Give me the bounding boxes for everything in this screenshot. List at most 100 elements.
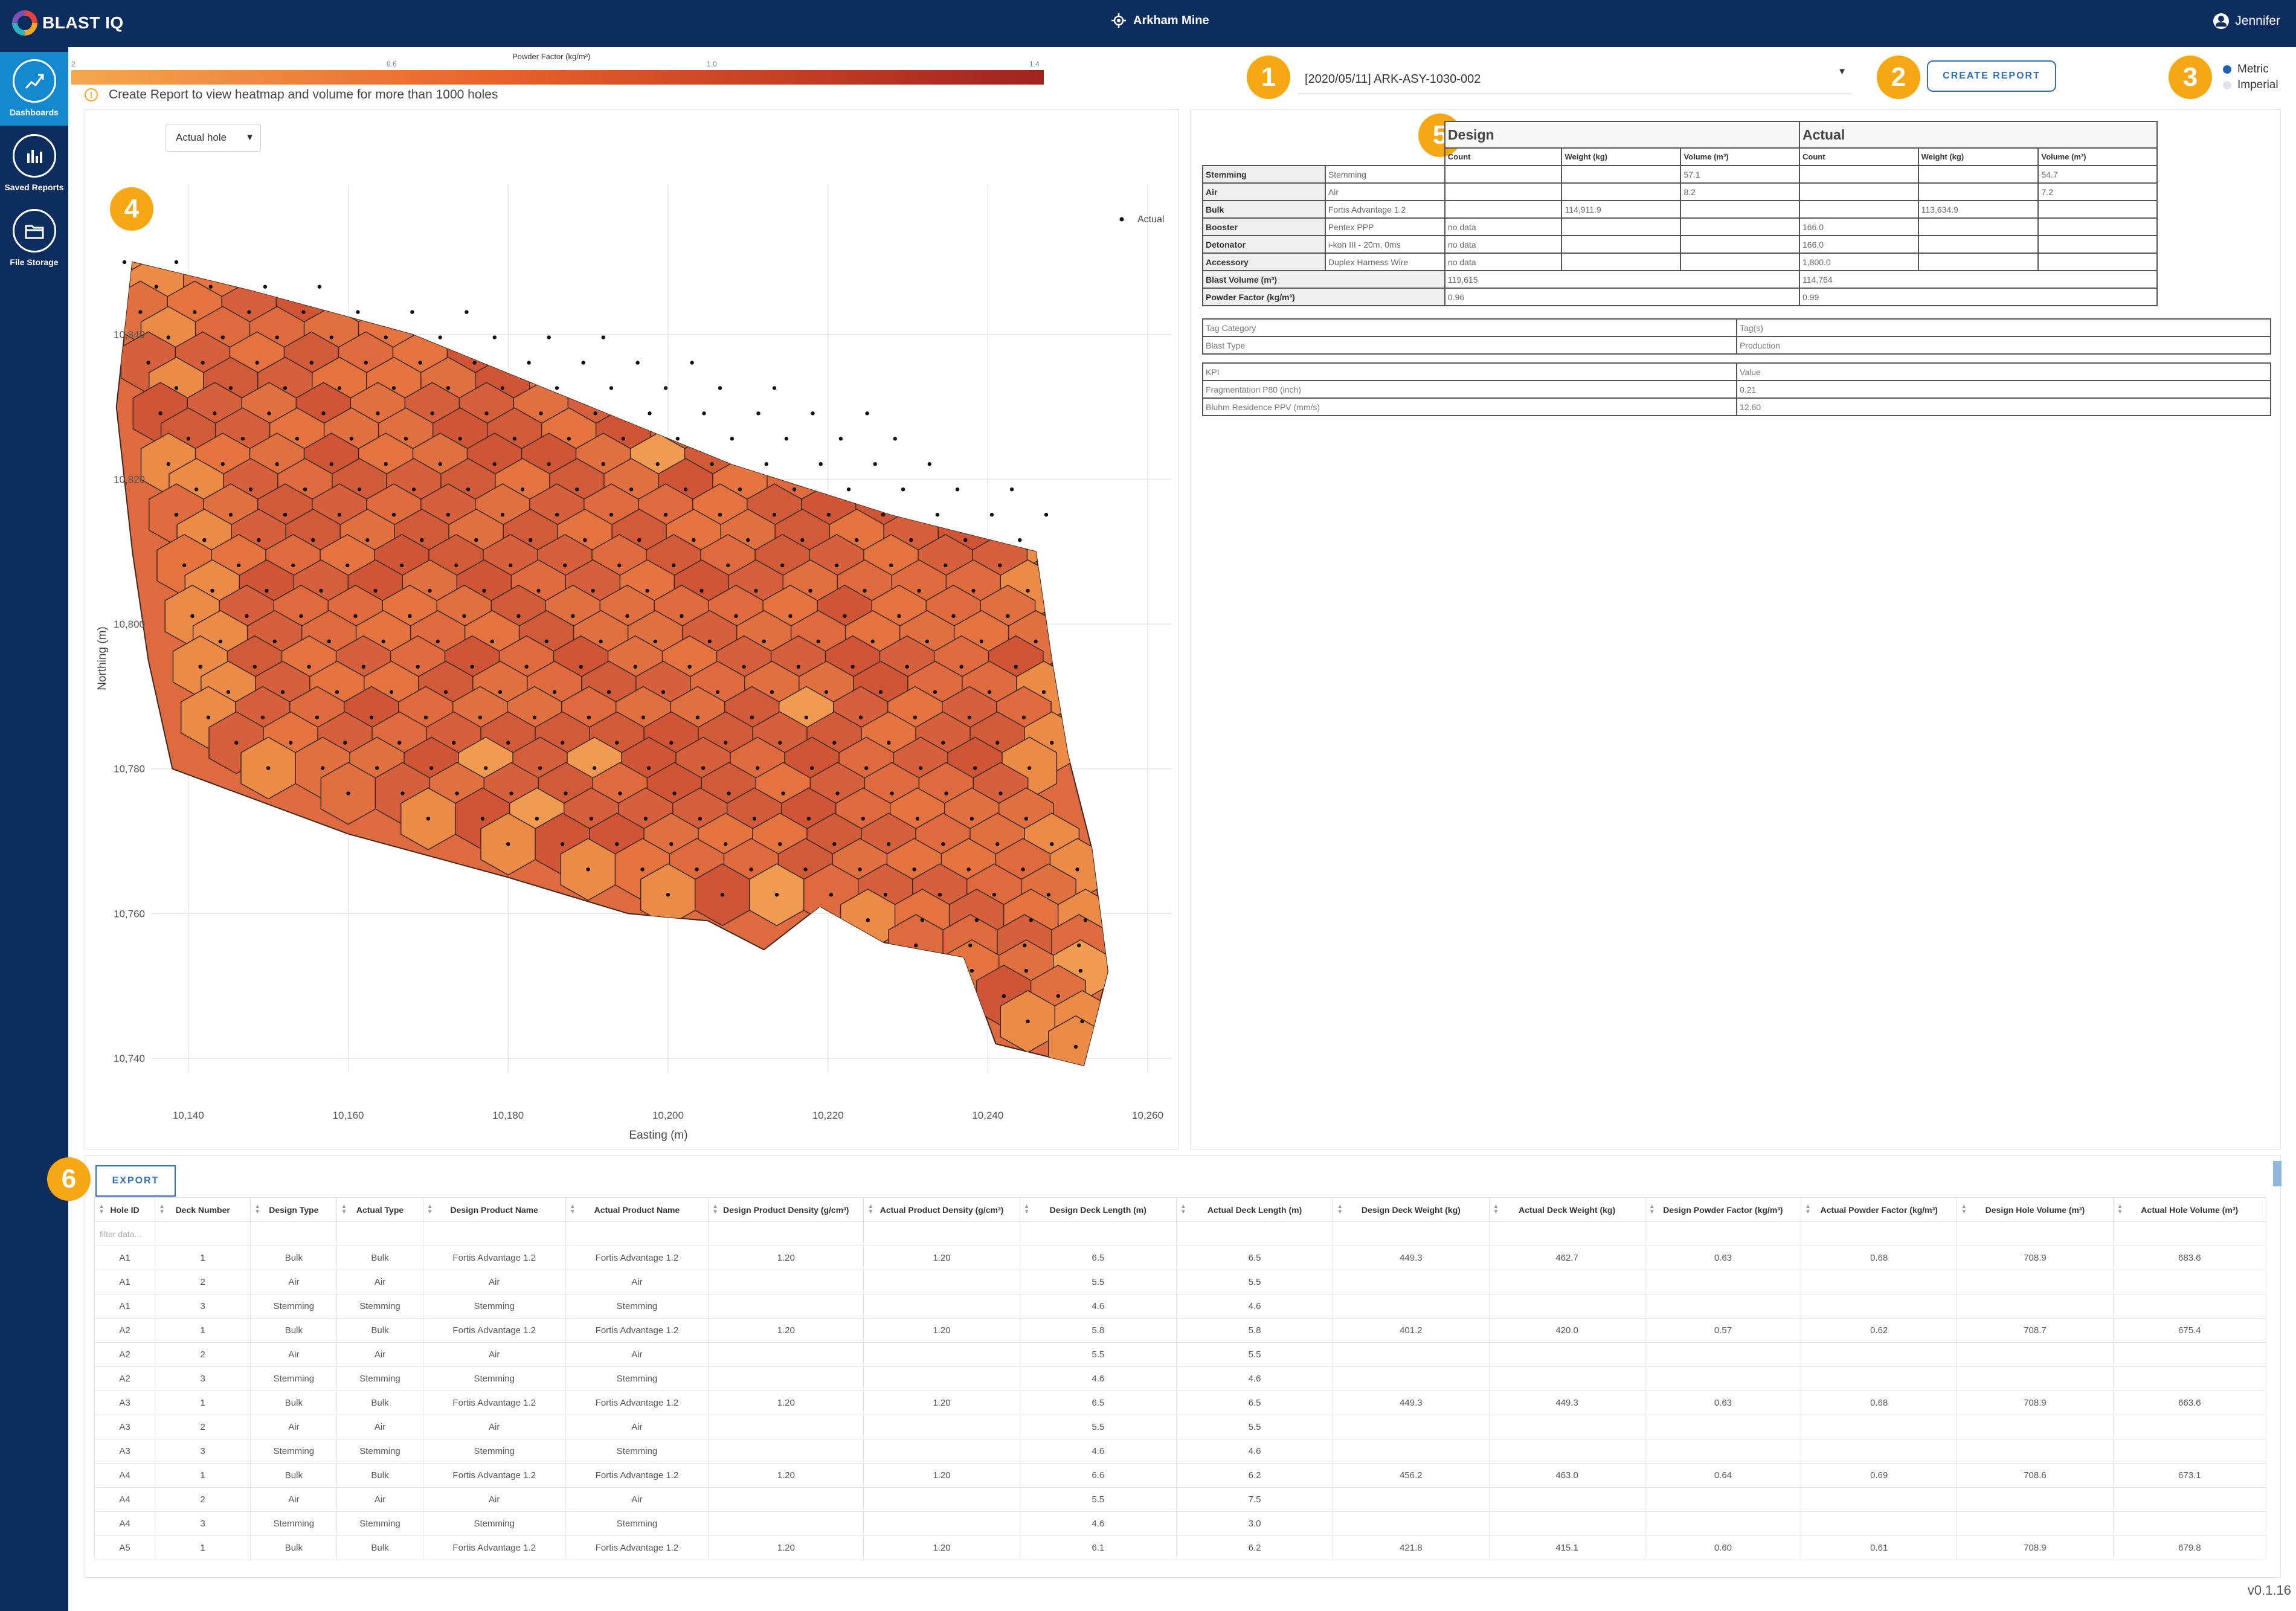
hole-point[interactable] [529,538,533,542]
hole-point[interactable] [218,639,222,644]
hole-point[interactable] [720,893,725,897]
hole-point[interactable] [470,664,474,669]
table-row[interactable]: A3 1 Bulk Bulk Fortis Advantage 1.2 Fortis Ad… [94,1391,2267,1415]
hole-point[interactable] [1077,943,1081,948]
hole-point[interactable] [989,512,994,517]
hole-point[interactable] [376,411,380,416]
hole-point[interactable] [640,867,645,872]
hole-point[interactable] [309,361,314,365]
hole-point[interactable] [591,588,595,593]
hole-point[interactable] [186,437,191,441]
hole-point[interactable] [937,893,942,897]
hole-point[interactable] [970,817,974,821]
hole-point[interactable] [272,639,277,644]
hole-point[interactable] [182,563,187,568]
hole-point[interactable] [806,817,811,821]
hole-point[interactable] [563,563,567,568]
hole-type-select[interactable]: Actual hole ▼ [166,124,261,152]
hole-point[interactable] [1006,614,1010,619]
hole-point[interactable] [509,563,513,568]
hole-point[interactable] [581,361,585,365]
hole-point[interactable] [1014,664,1018,669]
hole-point[interactable] [646,766,651,770]
column-header[interactable]: ▲ ▼ Design Deck Length (m) [1019,1197,1177,1222]
hole-point[interactable] [404,437,408,441]
hole-point[interactable] [1026,1019,1030,1024]
hole-point[interactable] [375,766,379,770]
hole-point[interactable] [863,588,867,593]
table-row[interactable]: A1 2 Air Air Air Air 5.5 5.5 [94,1270,2267,1294]
sort-icon[interactable]: ▲ ▼ [712,1203,718,1215]
column-header[interactable]: ▲ ▼ Design Product Name [422,1197,566,1222]
hole-point[interactable] [369,715,374,719]
hole-point[interactable] [788,614,793,619]
hole-point[interactable] [373,588,378,593]
hole-point[interactable] [166,462,170,466]
column-header[interactable]: ▲ ▼ Hole ID [94,1197,156,1222]
hole-point[interactable] [265,588,269,593]
hole-point[interactable] [645,588,649,593]
hole-point[interactable] [808,588,812,593]
hole-point[interactable] [311,538,315,542]
hole-point[interactable] [283,386,288,390]
hole-point[interactable] [319,588,323,593]
hole-point[interactable] [213,411,217,416]
hole-point[interactable] [818,462,823,466]
hole-point[interactable] [1021,715,1026,719]
hole-point[interactable] [299,614,303,619]
hole-point[interactable] [574,487,579,492]
hole-point[interactable] [690,361,694,365]
hole-point[interactable] [966,867,971,872]
column-header[interactable]: ▲ ▼ Actual Product Name [565,1197,709,1222]
hole-point[interactable] [755,766,760,770]
hole-point[interactable] [752,817,757,821]
hole-point[interactable] [283,512,288,517]
hole-point[interactable] [979,639,983,644]
table-row[interactable]: A5 1 Bulk Bulk Fortis Advantage 1.2 Fortis Ad… [94,1535,2267,1560]
hole-point[interactable] [391,386,396,390]
hole-point[interactable] [544,639,548,644]
hole-point[interactable] [901,487,905,492]
hole-point[interactable] [263,285,268,289]
hole-point[interactable] [245,614,249,619]
hole-point[interactable] [275,335,279,339]
hole-point[interactable] [384,335,388,339]
hole-point[interactable] [234,741,239,745]
hole-point[interactable] [154,285,159,289]
hole-point[interactable] [458,437,463,441]
hole-point[interactable] [800,538,805,542]
hole-point[interactable] [701,766,706,770]
column-header[interactable]: ▲ ▼ Design Type [250,1197,338,1222]
hole-point[interactable] [772,386,777,390]
hole-point[interactable] [780,563,785,568]
sort-icon[interactable]: ▲ ▼ [1648,1203,1655,1215]
sort-icon[interactable]: ▲ ▼ [341,1203,347,1215]
hole-point[interactable] [749,867,753,872]
sort-icon[interactable]: ▲ ▼ [159,1203,166,1215]
hole-point[interactable] [963,538,968,542]
hole-point[interactable] [724,741,728,745]
sort-icon[interactable]: ▲ ▼ [426,1203,433,1215]
hole-point[interactable] [933,690,937,694]
hole-point[interactable] [669,741,674,745]
table-row[interactable]: A4 2 Air Air Air Air 5.5 7.5 [94,1487,2267,1512]
hole-point[interactable] [865,411,869,416]
hole-point[interactable] [870,639,875,644]
hole-point[interactable] [889,563,893,568]
hole-point[interactable] [446,386,451,390]
hole-point[interactable] [418,361,422,365]
create-report-button[interactable]: CREATE REPORT [1927,60,2056,92]
hole-point[interactable] [248,487,253,492]
hole-point[interactable] [643,817,648,821]
hole-point[interactable] [462,614,466,619]
hole-point[interactable] [561,842,565,846]
hole-point[interactable] [411,487,416,492]
hole-point[interactable] [335,690,339,694]
table-row[interactable]: A2 1 Bulk Bulk Fortis Advantage 1.2 Fortis Ad… [94,1318,2267,1343]
hole-point[interactable] [811,411,815,416]
hole-point[interactable] [641,715,646,719]
hole-point[interactable] [478,715,483,719]
hole-point[interactable] [220,462,225,466]
hole-point[interactable] [257,538,261,542]
hole-point[interactable] [1050,842,1054,846]
